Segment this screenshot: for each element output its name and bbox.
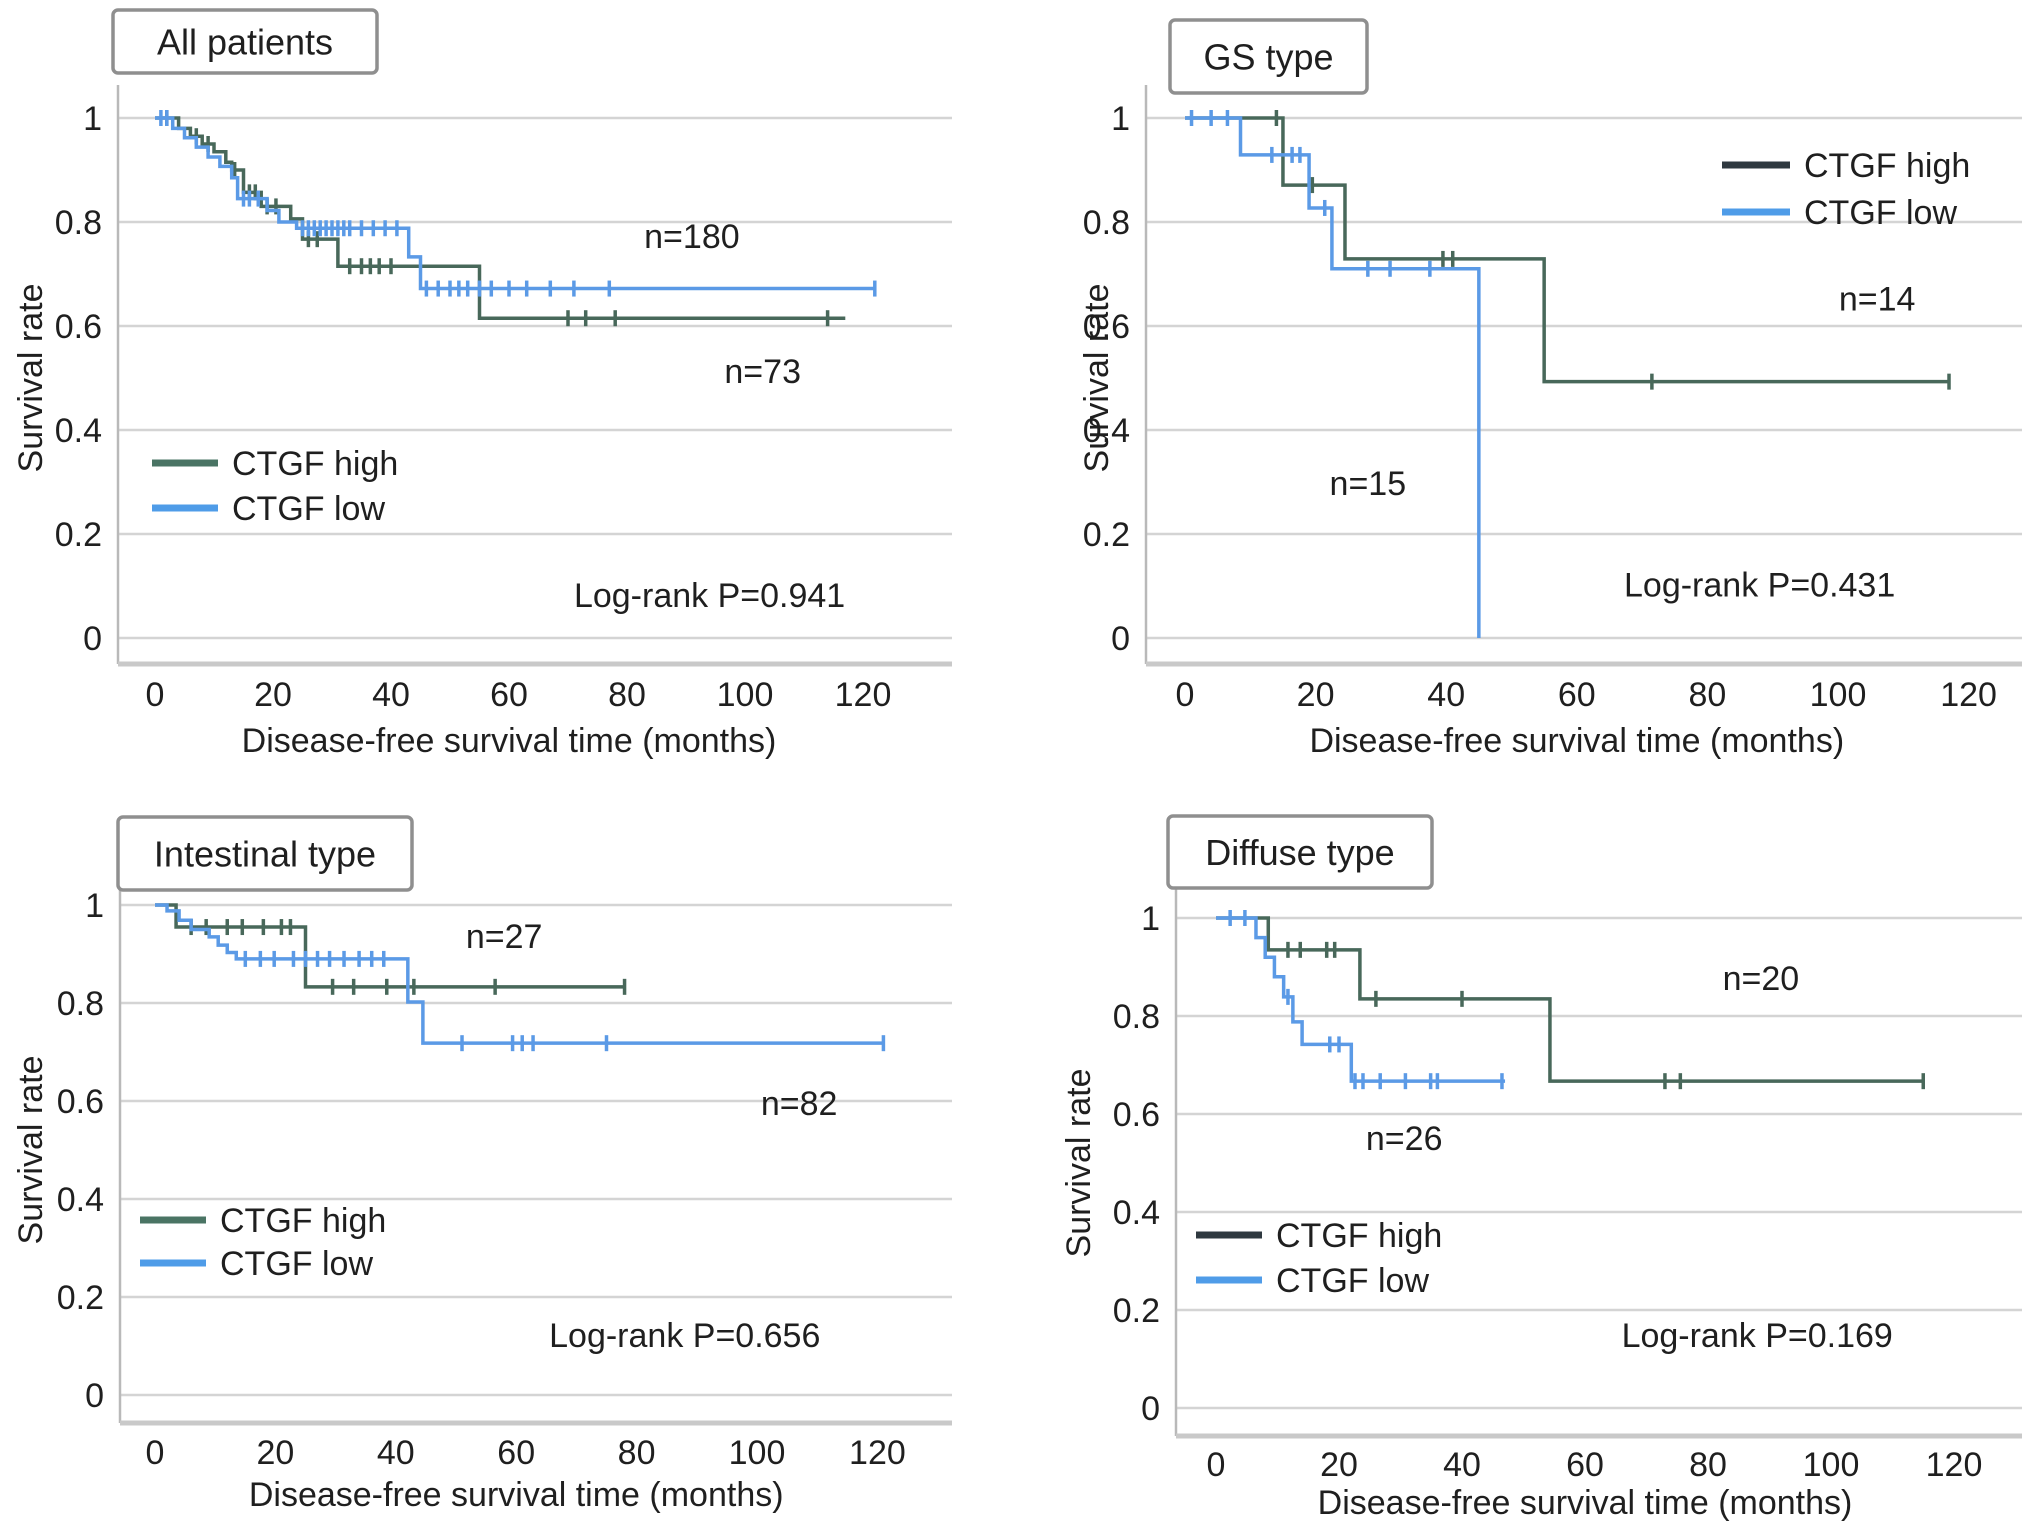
legend-label-ctgf-low: CTGF low bbox=[1804, 194, 1957, 232]
panel-title-box bbox=[116, 815, 414, 892]
x-tick-label: 80 bbox=[618, 1434, 656, 1472]
x-tick-label: 80 bbox=[1689, 1446, 1727, 1484]
km-curve-ctgf-high bbox=[1185, 116, 1950, 384]
y-axis-title: Survival rate bbox=[12, 284, 50, 473]
y-tick-label: 1 bbox=[1111, 100, 1130, 138]
log-rank-annotation: Log-rank P=0.431 bbox=[1624, 566, 1895, 604]
panel-title-box bbox=[111, 8, 379, 75]
y-tick-label: 1 bbox=[85, 887, 104, 925]
legend-label-ctgf-low: CTGF low bbox=[220, 1245, 373, 1283]
y-tick-label: 0.6 bbox=[1083, 308, 1130, 346]
log-rank-annotation: Log-rank P=0.656 bbox=[549, 1317, 820, 1355]
y-axis-title: Survival rate bbox=[12, 1056, 50, 1245]
y-tick-label: 0.2 bbox=[55, 516, 102, 554]
panel-title: All patients bbox=[157, 22, 333, 63]
y-tick-label: 0.8 bbox=[55, 204, 102, 242]
panel-all-patients: 1 0.8 0.6 0.4 0.2 0 0 20 40 60 80 100 120 Disease-fre… bbox=[12, 8, 952, 760]
legend-label-ctgf-low: CTGF low bbox=[232, 490, 385, 528]
x-tick-label: 0 bbox=[1207, 1446, 1226, 1484]
y-tick-label: 0 bbox=[83, 620, 102, 658]
y-tick-label: 0.6 bbox=[57, 1083, 104, 1121]
y-tick-label: 0.4 bbox=[57, 1181, 104, 1219]
x-tick-label: 100 bbox=[729, 1434, 786, 1472]
y-tick-label: 0.8 bbox=[1083, 204, 1130, 242]
n-count-annotation: n=180 bbox=[644, 218, 740, 256]
x-tick-label: 40 bbox=[372, 676, 410, 714]
n-count-annotation: n=26 bbox=[1366, 1120, 1443, 1158]
x-tick-label: 0 bbox=[146, 1434, 165, 1472]
y-tick-label: 0 bbox=[1141, 1390, 1160, 1428]
legend-label-ctgf-high: CTGF high bbox=[1276, 1217, 1442, 1255]
y-tick-label: 1 bbox=[83, 100, 102, 138]
x-tick-label: 120 bbox=[849, 1434, 906, 1472]
y-tick-label: 0.8 bbox=[1113, 998, 1160, 1036]
y-tick-label: 0.4 bbox=[1083, 412, 1130, 450]
panel-title: Diffuse type bbox=[1205, 832, 1394, 873]
x-tick-label: 120 bbox=[1926, 1446, 1983, 1484]
x-tick-label: 120 bbox=[835, 676, 892, 714]
x-tick-label: 40 bbox=[1443, 1446, 1481, 1484]
panel-diffuse-type: 1 0.8 0.6 0.4 0.2 0 0 20 40 60 80 100 120 Disease-fre… bbox=[1060, 814, 2022, 1522]
n-count-annotation: n=27 bbox=[466, 918, 543, 956]
x-tick-label: 80 bbox=[1688, 676, 1726, 714]
y-tick-label: 0 bbox=[1111, 620, 1130, 658]
km-curve-ctgf-low bbox=[155, 116, 875, 291]
x-tick-label: 100 bbox=[1803, 1446, 1860, 1484]
x-tick-label: 20 bbox=[256, 1434, 294, 1472]
y-tick-label: 0.4 bbox=[1113, 1194, 1160, 1232]
y-axis-title: Survival rate bbox=[1060, 1069, 1098, 1258]
km-curve-ctgf-low bbox=[1216, 916, 1506, 1083]
n-count-annotation: n=73 bbox=[724, 353, 801, 391]
n-count-annotation: n=14 bbox=[1839, 280, 1916, 318]
x-tick-label: 60 bbox=[497, 1434, 535, 1472]
legend-label-ctgf-high: CTGF high bbox=[232, 445, 398, 483]
panel-title: Intestinal type bbox=[154, 834, 376, 875]
x-tick-label: 20 bbox=[1297, 676, 1335, 714]
x-axis-title: Disease-free survival time (months) bbox=[242, 722, 777, 760]
x-axis-title: Disease-free survival time (months) bbox=[1318, 1484, 1853, 1522]
y-tick-label: 0.2 bbox=[1113, 1292, 1160, 1330]
x-tick-label: 60 bbox=[1566, 1446, 1604, 1484]
legend-label-ctgf-low: CTGF low bbox=[1276, 1262, 1429, 1300]
x-axis-title: Disease-free survival time (months) bbox=[1309, 722, 1844, 760]
panel-title-box bbox=[1166, 814, 1434, 890]
x-tick-label: 20 bbox=[254, 676, 292, 714]
y-tick-label: 0.2 bbox=[1083, 516, 1130, 554]
y-tick-label: 0.2 bbox=[57, 1279, 104, 1317]
y-tick-label: 0 bbox=[85, 1377, 104, 1415]
x-tick-label: 40 bbox=[377, 1434, 415, 1472]
x-tick-label: 40 bbox=[1427, 676, 1465, 714]
log-rank-annotation: Log-rank P=0.941 bbox=[574, 577, 845, 615]
y-tick-label: 0.6 bbox=[55, 308, 102, 346]
x-tick-label: 20 bbox=[1320, 1446, 1358, 1484]
x-tick-label: 60 bbox=[1558, 676, 1596, 714]
x-tick-label: 60 bbox=[490, 676, 528, 714]
x-axis-title: Disease-free survival time (months) bbox=[249, 1476, 784, 1514]
n-count-annotation: n=82 bbox=[761, 1085, 838, 1123]
log-rank-annotation: Log-rank P=0.169 bbox=[1622, 1317, 1893, 1355]
n-count-annotation: n=20 bbox=[1723, 960, 1800, 998]
x-tick-label: 0 bbox=[1176, 676, 1195, 714]
x-tick-label: 120 bbox=[1940, 676, 1997, 714]
y-tick-label: 0.6 bbox=[1113, 1096, 1160, 1134]
y-tick-label: 1 bbox=[1141, 900, 1160, 938]
x-tick-label: 100 bbox=[717, 676, 774, 714]
km-curve-ctgf-high bbox=[1216, 916, 1924, 1083]
x-tick-label: 80 bbox=[608, 676, 646, 714]
panel-gs-type: 1 0.8 0.6 0.4 0.2 0 0 20 40 60 80 100 120 Disease-fre… bbox=[1078, 18, 2022, 760]
y-axis-title: Survival rate bbox=[1078, 284, 1116, 473]
x-tick-label: 0 bbox=[146, 676, 165, 714]
y-tick-label: 0.4 bbox=[55, 412, 102, 450]
n-count-annotation: n=15 bbox=[1330, 465, 1407, 503]
y-tick-label: 0.8 bbox=[57, 985, 104, 1023]
km-curve-ctgf-low bbox=[155, 903, 884, 1045]
x-tick-label: 100 bbox=[1810, 676, 1867, 714]
legend-label-ctgf-high: CTGF high bbox=[1804, 147, 1970, 185]
panel-intestinal-type: 1 0.8 0.6 0.4 0.2 0 0 20 40 60 80 100 120 Disease-fre… bbox=[12, 815, 952, 1514]
legend-label-ctgf-high: CTGF high bbox=[220, 1202, 386, 1240]
panel-title-box bbox=[1168, 18, 1369, 95]
panel-title: GS type bbox=[1203, 37, 1333, 78]
